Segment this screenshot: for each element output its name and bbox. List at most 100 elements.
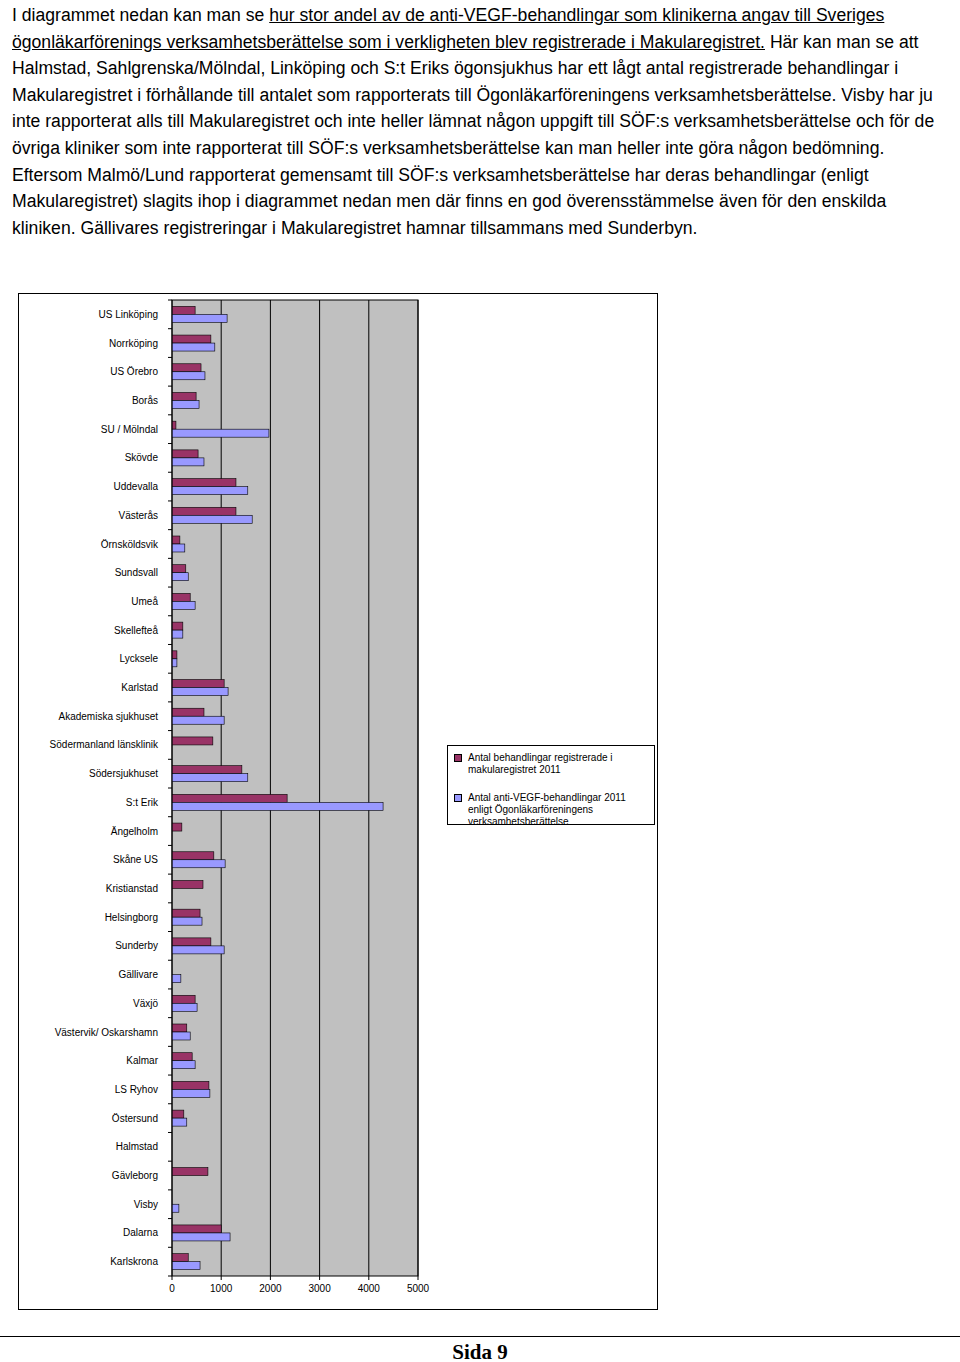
bar [172, 823, 182, 831]
category-label: Östersund [112, 1113, 158, 1124]
tick-label: 1000 [210, 1283, 233, 1294]
plot-border [172, 300, 418, 1276]
grid-line [270, 300, 271, 1276]
bar [172, 852, 214, 860]
category-label: SU / Mölndal [101, 424, 158, 435]
category-tick [168, 1103, 172, 1104]
bar [172, 601, 195, 609]
bar [172, 536, 180, 544]
tick-label: 3000 [308, 1283, 331, 1294]
tick-label: 5000 [407, 1283, 430, 1294]
paragraph: I diagrammet nedan kan man se hur stor a… [12, 2, 950, 241]
bar [172, 938, 211, 946]
category-label: Norrköping [109, 338, 158, 349]
category-tick [168, 1017, 172, 1018]
bar [172, 1053, 192, 1061]
bar [172, 917, 202, 925]
bar [172, 1254, 188, 1262]
page-number: Sida 9 [452, 1340, 507, 1362]
tick-mark [418, 1276, 419, 1280]
bar [172, 314, 227, 322]
bar [172, 651, 177, 659]
tick-label: 2000 [259, 1283, 282, 1294]
legend-swatch [454, 754, 462, 762]
bar [172, 708, 204, 716]
bar [172, 716, 224, 724]
category-label: Borås [132, 395, 158, 406]
bar [172, 680, 224, 688]
bar [172, 450, 198, 458]
category-label: Kristianstad [106, 883, 158, 894]
category-tick [168, 615, 172, 616]
category-label: Skåne US [113, 854, 158, 865]
tick-mark [270, 1276, 271, 1280]
category-tick [168, 960, 172, 961]
tick-mark [221, 1276, 222, 1280]
chart-frame [19, 294, 658, 1310]
bar [172, 1118, 187, 1126]
category-tick [168, 902, 172, 903]
bar [172, 1110, 184, 1118]
bar [172, 565, 186, 573]
category-label: LS Ryhov [115, 1084, 158, 1095]
category-tick [168, 1218, 172, 1219]
bar [172, 1061, 195, 1069]
category-tick [168, 931, 172, 932]
bars [172, 306, 383, 1269]
tick-mark [368, 1276, 369, 1280]
category-label: Karlstad [121, 682, 158, 693]
category-label: Västerås [119, 510, 158, 521]
bar [172, 995, 195, 1003]
category-label: Södermanland länsklinik [50, 739, 159, 750]
bar [172, 1233, 230, 1241]
category-tick [168, 1075, 172, 1076]
bar [172, 909, 200, 917]
bar [172, 880, 203, 888]
category-tick [168, 759, 172, 760]
bar [172, 794, 287, 802]
legend-swatch [454, 794, 462, 802]
category-label: Växjö [133, 998, 158, 1009]
category-tick [168, 701, 172, 702]
category-tick [168, 1161, 172, 1162]
bar [172, 688, 228, 696]
legend-label: Antal behandlingar registrerade i makula… [468, 752, 648, 776]
bar [172, 766, 242, 774]
category-tick [168, 874, 172, 875]
bar [172, 1024, 187, 1032]
category-label: Visby [134, 1199, 158, 1210]
tick-label: 4000 [358, 1283, 381, 1294]
category-label: Örnsköldsvik [101, 539, 159, 550]
category-tick [168, 587, 172, 588]
category-tick [168, 1247, 172, 1248]
legend: Antal behandlingar registrerade i makula… [447, 745, 655, 825]
bar [172, 1081, 209, 1089]
paragraph-text: Här kan man se att Halmstad, Sahlgrenska… [12, 32, 934, 238]
category-label: Karlskrona [110, 1256, 158, 1267]
bar [172, 573, 188, 581]
bar [172, 335, 211, 343]
category-label: Södersjukhuset [89, 768, 158, 779]
category-label: Umeå [131, 596, 158, 607]
plot-area [172, 300, 418, 1276]
bar [172, 630, 183, 638]
category-tick [168, 730, 172, 731]
bar [172, 659, 177, 667]
category-label: Helsingborg [105, 912, 158, 923]
category-tick [168, 357, 172, 358]
category-tick [168, 472, 172, 473]
category-tick [168, 673, 172, 674]
category-tick [168, 788, 172, 789]
category-label: S:t Erik [126, 797, 159, 808]
category-tick [168, 558, 172, 559]
bar [172, 364, 201, 372]
category-tick [168, 414, 172, 415]
grid-line [319, 300, 320, 1276]
bar [172, 802, 383, 810]
bar [172, 544, 185, 552]
bar [172, 1003, 197, 1011]
category-tick [168, 644, 172, 645]
bar [172, 1168, 208, 1176]
bar [172, 343, 215, 351]
bar [172, 479, 236, 487]
